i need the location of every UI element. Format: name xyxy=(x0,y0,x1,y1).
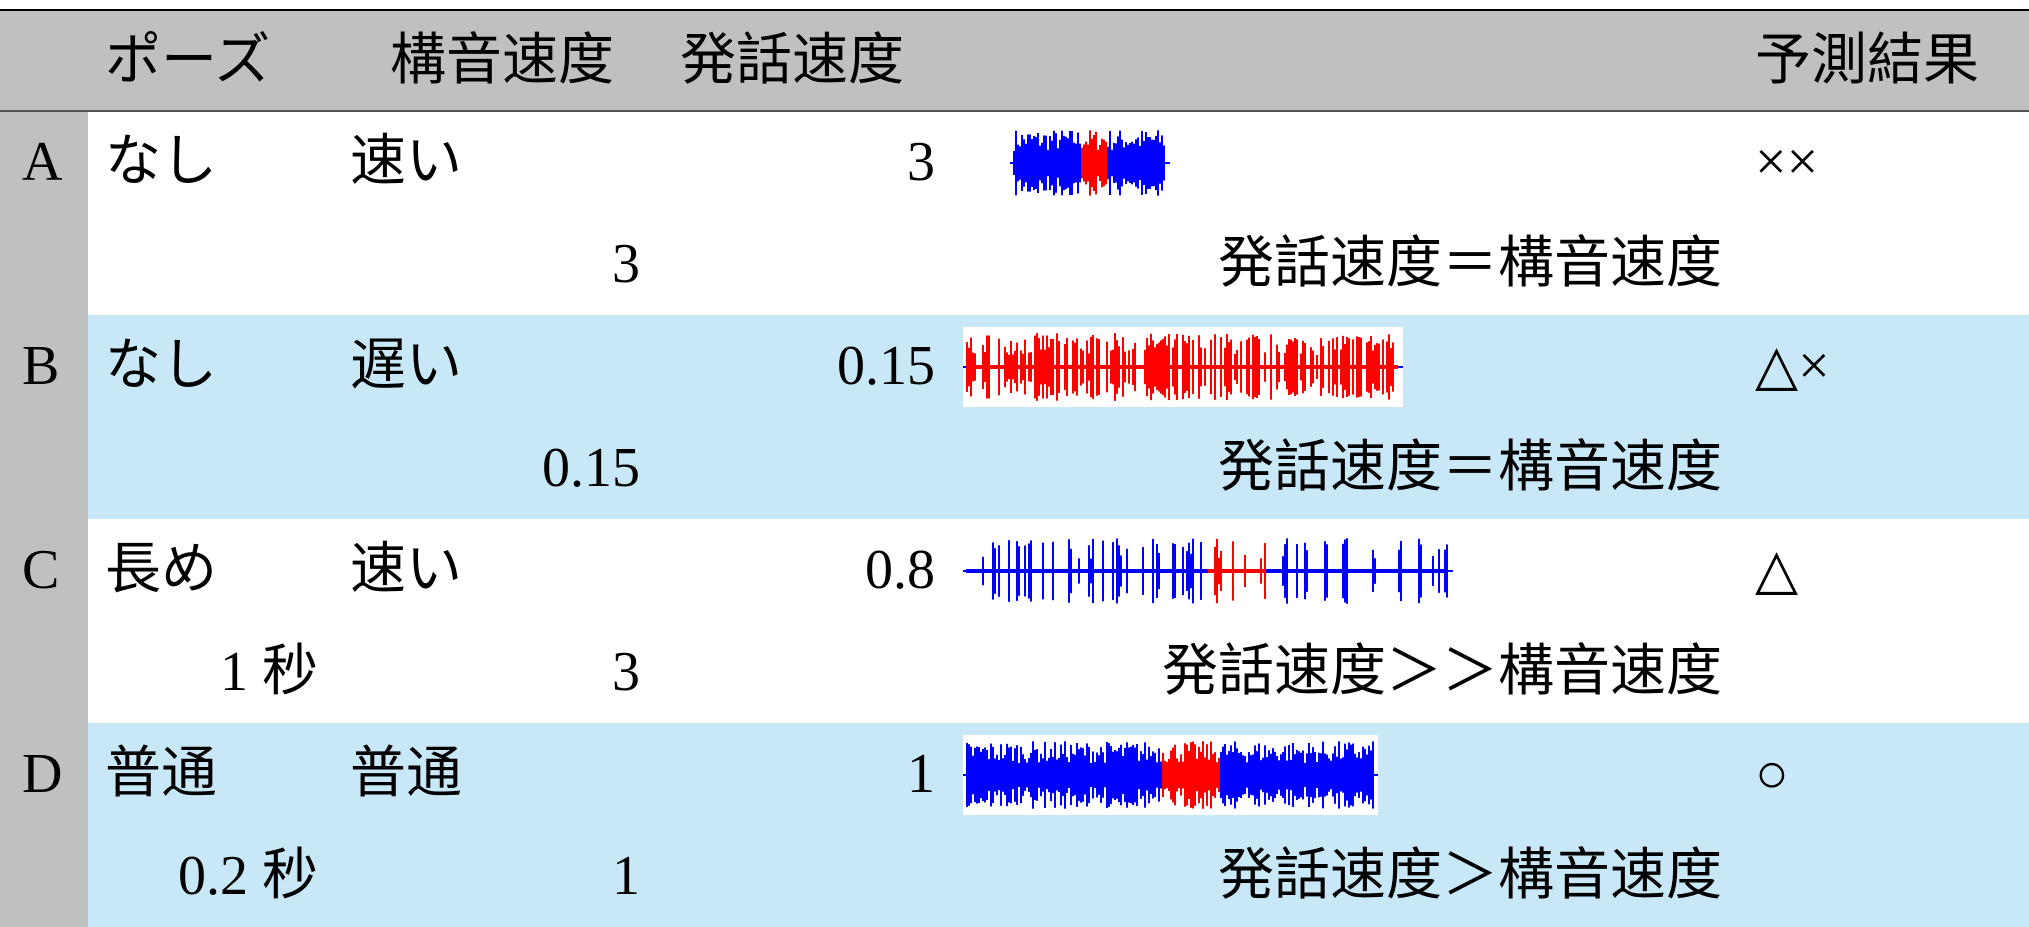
waveform xyxy=(963,538,1453,604)
waveform xyxy=(963,735,1378,815)
pause: 普通 xyxy=(105,743,217,805)
row-label: C xyxy=(22,539,60,601)
pause-length: 1 秒 xyxy=(220,641,318,703)
prediction: ×× xyxy=(1755,131,1819,193)
label-column xyxy=(0,111,88,927)
relation: 発話速度＞＞構音速度 xyxy=(1162,641,1722,703)
articulation: 速い xyxy=(350,131,462,193)
waveform xyxy=(1010,130,1170,196)
row-label: D xyxy=(22,743,63,805)
relation: 発話速度＞構音速度 xyxy=(1218,845,1722,907)
header-bg xyxy=(0,10,2029,111)
articulation: 遅い xyxy=(350,335,462,397)
header-cell: 発話速度 xyxy=(680,30,904,92)
row-label: B xyxy=(22,335,60,397)
articulation-rate: 0.15 xyxy=(542,437,640,499)
articulation: 速い xyxy=(350,539,462,601)
top-rule xyxy=(0,9,2029,11)
pause-length: 0.2 秒 xyxy=(178,845,318,907)
relation: 発話速度＝構音速度 xyxy=(1218,233,1722,295)
prediction: ○ xyxy=(1755,743,1789,805)
header-cell: ポーズ xyxy=(105,30,271,92)
speech-rate: 0.15 xyxy=(837,335,935,397)
articulation-rate: 3 xyxy=(612,233,640,295)
waveform xyxy=(963,327,1403,407)
pause: なし xyxy=(105,131,217,193)
articulation: 普通 xyxy=(350,743,462,805)
row-label: A xyxy=(22,131,63,193)
pause: なし xyxy=(105,335,217,397)
speech-rate: 0.8 xyxy=(865,539,935,601)
articulation-rate: 3 xyxy=(612,641,640,703)
header-rule xyxy=(0,110,2029,112)
prediction: △ xyxy=(1755,539,1799,601)
speech-rate: 3 xyxy=(907,131,935,193)
prediction: △× xyxy=(1755,335,1830,397)
speech-rate: 1 xyxy=(907,743,935,805)
relation: 発話速度＝構音速度 xyxy=(1218,437,1722,499)
header-cell: 予測結果 xyxy=(1755,30,1979,92)
articulation-rate: 1 xyxy=(612,845,640,907)
pause: 長め xyxy=(105,539,217,601)
header-cell: 構音速度 xyxy=(390,30,614,92)
